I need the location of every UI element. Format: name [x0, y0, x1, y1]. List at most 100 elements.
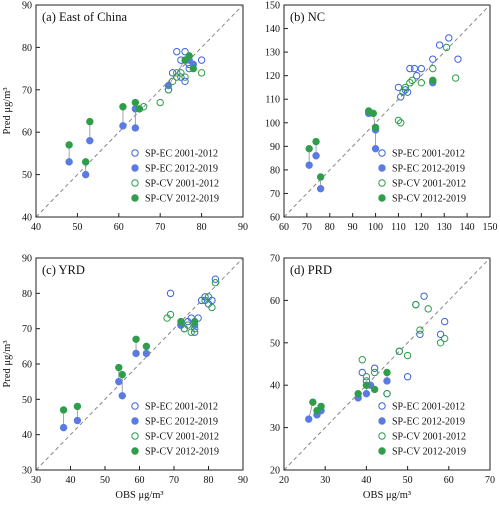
- chart-panel-3: 30 40 50 60 70 80 90 30 40 50 60 70 80 90 (c) YRD SP-EC…: [2, 254, 248, 502]
- data-point-series-2: [362, 389, 371, 398]
- data-point-series-1: [191, 328, 199, 336]
- data-point-series-4: [191, 317, 199, 326]
- data-point-series-3: [412, 300, 420, 309]
- data-point-series-2: [86, 136, 94, 145]
- legend-marker: [131, 432, 139, 440]
- data-point-series-3: [168, 77, 177, 86]
- y-tick-label: 100: [265, 118, 280, 129]
- data-point-series-1: [177, 73, 185, 81]
- data-point-series-1: [440, 317, 449, 326]
- y-tick-label: 40: [22, 213, 32, 224]
- legend-label: SP-EC 2001-2012: [392, 149, 465, 160]
- data-point-series-2: [305, 161, 313, 169]
- data-point-series-3: [211, 279, 220, 287]
- legend-marker: [378, 149, 386, 157]
- y-axis-label: Pred μg/m³: [2, 341, 13, 388]
- x-tick-label: 100: [368, 222, 383, 233]
- legend-label: SP-EC 2012-2019: [145, 417, 218, 428]
- data-point-series-3: [436, 339, 445, 347]
- data-point-series-4: [135, 105, 144, 113]
- data-point-series-3: [204, 293, 213, 301]
- panel-title: (d) PRD: [290, 263, 332, 277]
- legend-label: SP-CV 2012-2019: [392, 447, 466, 458]
- y-tick-label: 50: [22, 395, 32, 406]
- data-point-series-3: [163, 314, 171, 322]
- y-tick-label: 110: [265, 95, 280, 106]
- data-point-series-4: [369, 109, 377, 118]
- data-point-series-4: [115, 363, 123, 372]
- data-point-series-3: [424, 305, 432, 313]
- data-point-series-2: [59, 423, 68, 432]
- data-point-series-3: [362, 373, 371, 381]
- data-point-series-4: [370, 385, 379, 394]
- data-point-series-3: [408, 76, 416, 85]
- data-point-series-4: [59, 406, 68, 414]
- y-tick-label: 90: [270, 142, 280, 153]
- y-tick-label: 90: [22, 1, 32, 12]
- data-point-series-3: [397, 119, 405, 127]
- data-point-series-1: [358, 368, 366, 377]
- y-tick-label: 150: [265, 1, 280, 12]
- y-tick-label: 60: [22, 128, 32, 139]
- data-point-series-4: [142, 342, 151, 351]
- data-point-series-1: [397, 93, 405, 101]
- data-point-series-3: [394, 116, 403, 125]
- data-point-series-2: [65, 158, 73, 166]
- legend-label: SP-EC 2001-2012: [145, 149, 218, 160]
- data-point-series-4: [312, 137, 320, 146]
- data-point-series-2: [119, 122, 127, 130]
- data-point-series-3: [383, 389, 391, 398]
- x-tick-label: 130: [437, 222, 452, 233]
- x-tick-label: 90: [238, 475, 248, 486]
- data-point-series-4: [119, 103, 127, 111]
- data-point-series-4: [73, 402, 82, 411]
- data-point-series-3: [417, 79, 426, 87]
- y-tick-label: 70: [270, 189, 280, 200]
- y-tick-label: 140: [265, 24, 280, 35]
- pair-connector: [168, 59, 186, 86]
- x-axis-label: OBS μg/m³: [363, 490, 411, 501]
- data-point-series-1: [436, 330, 445, 339]
- data-point-series-4: [181, 56, 189, 64]
- x-tick-label: 40: [31, 222, 41, 233]
- legend-label: SP-EC 2001-2012: [145, 402, 218, 413]
- y-tick-label: 80: [270, 165, 280, 176]
- one-to-one-line: [283, 4, 491, 218]
- data-point-series-1: [417, 64, 426, 73]
- data-point-series-3: [401, 83, 410, 92]
- data-point-series-3: [184, 321, 192, 329]
- data-point-series-3: [370, 368, 379, 377]
- data-point-series-2: [73, 416, 82, 425]
- data-point-series-1: [201, 293, 209, 301]
- data-point-series-3: [197, 69, 206, 77]
- legend-marker: [131, 447, 139, 455]
- legend-label: SP-CV 2012-2019: [145, 194, 219, 205]
- data-point-series-2: [371, 144, 380, 153]
- data-point-series-4: [429, 76, 437, 85]
- x-tick-label: 50: [72, 222, 82, 233]
- legend-marker: [131, 194, 139, 202]
- data-point-series-1: [370, 364, 379, 372]
- y-tick-label: 90: [22, 254, 32, 265]
- data-point-series-3: [358, 356, 366, 364]
- y-tick-label: 120: [265, 71, 280, 82]
- data-point-series-3: [451, 74, 460, 82]
- data-point-series-4: [131, 98, 140, 107]
- legend-marker: [131, 149, 139, 157]
- legend-marker: [131, 402, 139, 410]
- legend-marker: [131, 164, 139, 172]
- data-point-series-3: [164, 86, 173, 94]
- data-point-series-1: [403, 88, 412, 96]
- y-axis-label: Pred μg/m³: [2, 88, 13, 135]
- data-point-series-3: [395, 347, 404, 355]
- data-point-series-1: [401, 86, 410, 94]
- x-tick-label: 30: [31, 475, 41, 486]
- x-tick-label: 20: [279, 475, 289, 486]
- y-tick-label: 80: [22, 289, 32, 300]
- data-point-series-4: [86, 117, 94, 126]
- panel-title: (b) NC: [290, 10, 325, 24]
- y-tick-label: 60: [22, 360, 32, 371]
- x-tick-label: 50: [100, 475, 110, 486]
- y-tick-label: 60: [270, 296, 280, 307]
- data-point-series-4: [317, 402, 325, 411]
